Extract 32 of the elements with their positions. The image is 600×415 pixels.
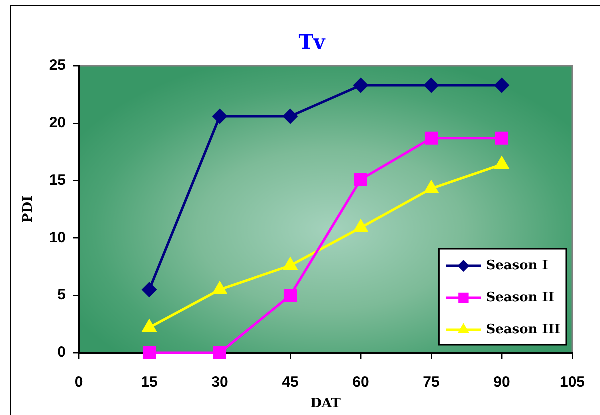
point <box>494 78 510 94</box>
x-tick-label: 45 <box>282 374 299 392</box>
y-tick-label: 25 <box>49 57 66 74</box>
point <box>495 132 508 145</box>
chart-title: Tv <box>298 30 327 54</box>
point <box>424 78 439 94</box>
x-tick-label: 15 <box>141 374 158 392</box>
legend-label: Season II <box>486 290 554 306</box>
point <box>213 346 227 360</box>
legend-label: Season III <box>486 322 560 338</box>
point <box>353 78 368 94</box>
x-tick-label: 90 <box>494 374 510 392</box>
point <box>284 289 298 302</box>
x-axis-title: DAT <box>310 396 342 412</box>
x-tick-label: 0 <box>74 374 84 392</box>
y-tick-label: 0 <box>58 344 66 362</box>
x-tick-label: 75 <box>423 374 440 392</box>
y-tick-label: 5 <box>58 286 66 304</box>
y-axis-title: PDI <box>21 196 36 224</box>
point <box>142 282 157 298</box>
y-tick-label: 15 <box>49 172 66 189</box>
legend-label: Season I <box>486 258 548 274</box>
point <box>212 109 228 124</box>
point <box>282 109 298 124</box>
y-tick-label: 10 <box>49 229 66 246</box>
x-tick-label: 60 <box>352 374 370 392</box>
y-tick-label: 20 <box>49 114 66 132</box>
point <box>142 346 156 360</box>
point <box>354 173 368 186</box>
point <box>424 132 438 145</box>
x-tick-label: 105 <box>560 374 585 392</box>
x-tick-label: 30 <box>212 374 228 392</box>
